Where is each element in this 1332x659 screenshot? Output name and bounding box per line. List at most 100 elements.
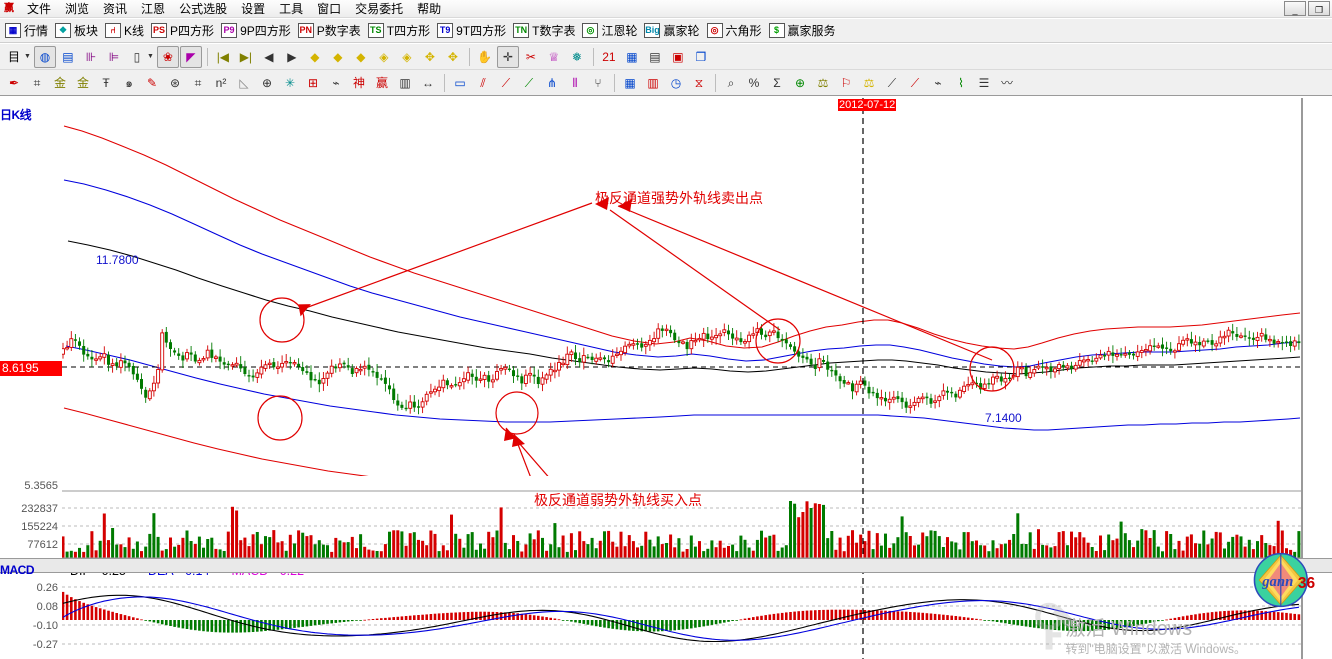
pen-draw-icon[interactable]: ✒ bbox=[8, 75, 20, 90]
menu-item-window[interactable]: 窗口 bbox=[317, 1, 342, 16]
scissors-cut-icon[interactable]: ✂ bbox=[525, 49, 536, 64]
multi-9-icon[interactable]: ⊫ bbox=[108, 49, 120, 64]
ladder-icon[interactable]: ☰ bbox=[978, 75, 990, 90]
square-n2-icon[interactable]: n² bbox=[215, 75, 227, 90]
shrink-icon[interactable]: ✥ bbox=[424, 49, 435, 64]
box-target-icon[interactable]: ⊞ bbox=[307, 75, 319, 90]
calendar-21-icon[interactable]: 21 bbox=[602, 49, 616, 64]
notes-icon[interactable]: ▤ bbox=[649, 49, 661, 64]
slope-up-icon[interactable]: ⟋ bbox=[887, 75, 897, 90]
zigzag-icon[interactable]: ⌇ bbox=[958, 75, 964, 90]
percent-icon[interactable]: % bbox=[748, 75, 760, 90]
gold-ratio-2-icon[interactable]: 金 bbox=[76, 75, 89, 90]
globe-icon[interactable]: ⊕ bbox=[794, 75, 806, 90]
toolbar-button-p-square[interactable]: PS P四方形 bbox=[149, 20, 219, 42]
menu-item-tools[interactable]: 工具 bbox=[279, 1, 304, 16]
time-cycle-icon[interactable]: ◷ bbox=[670, 75, 682, 90]
target-icon[interactable]: ⊕ bbox=[261, 75, 273, 90]
menu-item-news[interactable]: 资讯 bbox=[103, 1, 128, 16]
toolbar-button-p9-square[interactable]: P9 9P四方形 bbox=[219, 20, 296, 42]
calendar-period-icon[interactable]: 目 bbox=[7, 49, 20, 64]
marker-pen-icon[interactable]: ✎ bbox=[146, 75, 158, 90]
menu-item-gann[interactable]: 江恩 bbox=[141, 1, 166, 16]
toolbar-button-grid-quote[interactable]: ▦ 行情 bbox=[3, 20, 53, 42]
brain-ai-icon[interactable]: ❅ bbox=[571, 49, 582, 64]
wave-icon[interactable]: 〰 bbox=[1000, 75, 1013, 90]
sum-icon[interactable]: Σ bbox=[773, 75, 781, 90]
report-icon[interactable]: ▤ bbox=[62, 49, 74, 64]
grid-table-icon[interactable]: ▦ bbox=[624, 75, 636, 90]
menu-item-file[interactable]: 文件 bbox=[27, 1, 52, 16]
speed-lines-icon[interactable]: ⟋ bbox=[524, 75, 534, 90]
circle-grid-icon[interactable]: ⊛ bbox=[169, 75, 181, 90]
toolbar-button-blocks[interactable]: ❖ 板块 bbox=[53, 20, 103, 42]
save-disk-icon[interactable]: ▣ bbox=[672, 49, 684, 64]
menu-item-settings[interactable]: 设置 bbox=[241, 1, 266, 16]
shen-icon[interactable]: 神 bbox=[352, 75, 365, 90]
slope-steps-icon[interactable]: ⟋ bbox=[910, 75, 920, 90]
draw-tool-icon[interactable]: ♕ bbox=[548, 49, 560, 64]
ying-icon[interactable]: 赢 bbox=[375, 75, 388, 90]
toolbar-button-hexagon[interactable]: ◎ 六角形 bbox=[705, 20, 767, 42]
shift-right-icon[interactable]: ◆ bbox=[356, 49, 366, 64]
toolbar-button-p-number-table[interactable]: PN P数字表 bbox=[296, 20, 366, 42]
hand-pan-icon[interactable]: ✋ bbox=[477, 49, 493, 64]
menu-item-trade[interactable]: 交易委托 bbox=[355, 1, 404, 16]
balance-gold-icon[interactable]: ⚖ bbox=[863, 75, 875, 90]
first-page-icon[interactable]: |◀ bbox=[216, 49, 230, 64]
toolbar-button-t-square[interactable]: TS T四方形 bbox=[366, 20, 435, 42]
bar-pattern-icon[interactable]: ⑂ bbox=[594, 75, 602, 90]
toolbar-button-winner-service[interactable]: $ 赢家服务 bbox=[767, 20, 841, 42]
center-icon[interactable]: ◈ bbox=[379, 49, 389, 64]
last-page-icon[interactable]: ▶| bbox=[239, 49, 253, 64]
zoom-right-icon[interactable]: ◆ bbox=[333, 49, 343, 64]
fib-retrace-icon[interactable]: ⫴ bbox=[572, 75, 578, 90]
fit-icon[interactable]: ✥ bbox=[447, 49, 458, 64]
table-view-icon[interactable]: ▦ bbox=[626, 49, 638, 64]
fib-fan-icon[interactable]: Ŧ bbox=[102, 75, 110, 90]
toolbar-button-t-number-table[interactable]: TN T数字表 bbox=[511, 20, 580, 42]
macd-panel-label-overlay[interactable]: MACD bbox=[0, 563, 35, 577]
stairs-icon[interactable]: ⌁ bbox=[934, 75, 942, 90]
comb-icon[interactable]: ▥ bbox=[399, 75, 411, 90]
menu-item-formula[interactable]: 公式选股 bbox=[179, 1, 228, 16]
period-label[interactable]: 日K线 bbox=[0, 108, 32, 122]
prev-icon[interactable]: ◀ bbox=[264, 49, 274, 64]
expand-icon[interactable]: ◈ bbox=[402, 49, 412, 64]
next-icon[interactable]: ▶ bbox=[287, 49, 297, 64]
wave-mark-icon[interactable]: ⌁ bbox=[332, 75, 340, 90]
zoom-left-icon[interactable]: ◆ bbox=[310, 49, 320, 64]
crosshair-icon[interactable]: ✛ bbox=[496, 45, 519, 68]
chart-colors-icon[interactable]: ◤ bbox=[179, 45, 202, 68]
angle-tool-icon[interactable]: ◺ bbox=[239, 75, 249, 90]
andrews-pitchfork-icon[interactable]: ⋔ bbox=[546, 75, 558, 90]
toolbar-button-winner-wheel[interactable]: Big 赢家轮 bbox=[642, 20, 704, 42]
menu-item-help[interactable]: 帮助 bbox=[417, 1, 442, 16]
scale-flag-icon[interactable]: ⚐ bbox=[840, 75, 852, 90]
formula-icon[interactable]: ❀ bbox=[156, 45, 179, 68]
print-copy-icon[interactable]: ❐ bbox=[695, 49, 707, 64]
grid-lines-icon[interactable]: ⌗ bbox=[194, 75, 202, 90]
menu-item-browse[interactable]: 浏览 bbox=[65, 1, 90, 16]
candle-type-icon[interactable]: ▯ bbox=[133, 49, 141, 64]
restore-button[interactable]: ❐ bbox=[1308, 1, 1330, 16]
overlay-icon[interactable]: ◍ bbox=[33, 45, 56, 68]
toolbar-button-kline[interactable]: ⑁ K线 bbox=[103, 20, 149, 42]
toolbar-button-t9-square[interactable]: T9 9T四方形 bbox=[435, 20, 511, 42]
crosshair-target-icon[interactable]: ✳ bbox=[284, 75, 296, 90]
calendar-red-icon[interactable]: ▥ bbox=[647, 75, 659, 90]
hourglass-icon[interactable]: ⧖ bbox=[694, 75, 704, 90]
toolbar-button-gann-wheel[interactable]: ◎ 江恩轮 bbox=[580, 20, 642, 42]
rect-tool-icon[interactable]: ▭ bbox=[454, 75, 466, 90]
parallel-lines-icon[interactable]: ⫽ bbox=[480, 75, 486, 90]
trend-channel-icon[interactable]: ⟋ bbox=[501, 75, 511, 90]
chevron-down-icon[interactable]: ▼ bbox=[24, 53, 31, 60]
spiral-icon[interactable]: ๑ bbox=[125, 75, 133, 90]
gold-ratio-1-icon[interactable]: 金 bbox=[53, 75, 66, 90]
multi-3-icon[interactable]: ⊪ bbox=[85, 49, 97, 64]
chevron-down-icon[interactable]: ▼ bbox=[146, 53, 154, 60]
balance-icon[interactable]: ⚖ bbox=[817, 75, 829, 90]
gann-fan-icon[interactable]: ⌗ bbox=[33, 75, 41, 90]
measure-icon[interactable]: ↔ bbox=[422, 75, 434, 90]
minimize-button[interactable]: _ bbox=[1284, 1, 1306, 16]
